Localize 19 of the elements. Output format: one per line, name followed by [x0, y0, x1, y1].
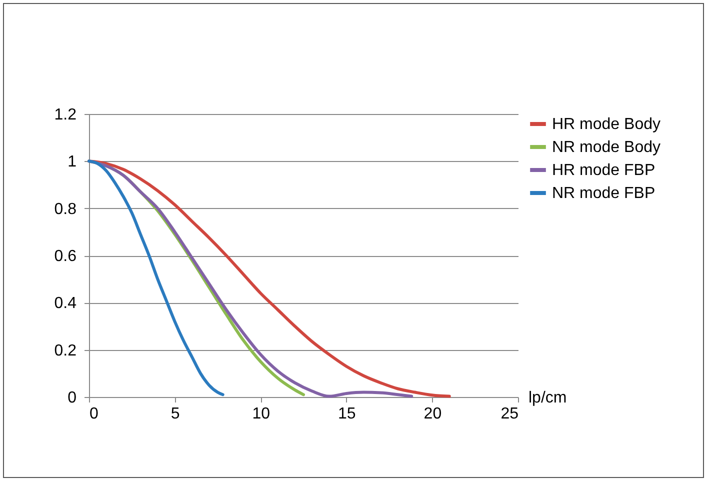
x-axis-title: lp/cm	[528, 390, 567, 406]
legend-label: NR mode Body	[552, 139, 660, 156]
y-tick-label: 1.2	[54, 106, 77, 124]
y-tick-label: 0.6	[54, 248, 77, 265]
line-series	[88, 160, 224, 396]
x-tick-label: 10	[252, 406, 270, 422]
x-tick-label: 20	[424, 406, 442, 422]
x-tick-label: 0	[90, 406, 98, 422]
x-tick-label: 5	[170, 406, 180, 422]
legend-label: HR mode Body	[552, 116, 660, 133]
y-tick-label: 0.8	[54, 200, 77, 218]
y-tick-label: 0.4	[54, 295, 77, 312]
y-tick-label: 1	[68, 154, 77, 171]
y-tick-label: 0	[68, 390, 77, 406]
legend-label: NR mode FBP	[552, 185, 656, 202]
x-tick-label: 25	[500, 406, 519, 422]
y-tick-label: 0.2	[54, 342, 77, 360]
legend-label: HR mode FBP	[552, 162, 656, 179]
x-tick-label: 15	[338, 406, 356, 422]
